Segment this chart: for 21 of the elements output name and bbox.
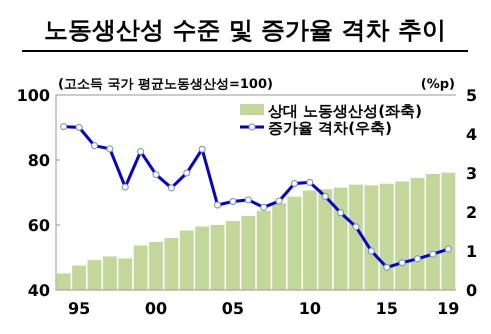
- y-tick-label: 100: [16, 86, 50, 105]
- title: 노동생산성 수준 및 증가율 격차 추이: [44, 16, 446, 44]
- x-tick-label: 05: [222, 299, 244, 318]
- y-tick-label: 60: [28, 216, 50, 235]
- y2-tick-label: 2: [466, 203, 478, 222]
- y2-tick-label: 4: [466, 125, 478, 144]
- x-tick-label: 10: [298, 299, 321, 318]
- chart-subtitle: (고소득 국가 평균노동생산성=100): [58, 77, 273, 92]
- y2-tick-label: 0: [466, 281, 478, 300]
- y2-axis-title: (%p): [420, 77, 455, 92]
- y-tick-label: 80: [28, 151, 50, 170]
- x-tick-label: 19: [437, 299, 460, 318]
- y2-tick-label: 5: [466, 86, 478, 105]
- legend-label: 증가율 격차(우축): [268, 119, 392, 137]
- y2-tick-label: 3: [466, 164, 478, 183]
- legend-label: 상대 노동생산성(좌축): [268, 102, 422, 120]
- x-tick-label: 95: [68, 299, 90, 318]
- y2-tick-label: 1: [466, 242, 478, 261]
- x-tick-label: 15: [376, 299, 398, 318]
- x-tick-label: 00: [144, 299, 168, 318]
- y-tick-label: 40: [28, 281, 50, 300]
